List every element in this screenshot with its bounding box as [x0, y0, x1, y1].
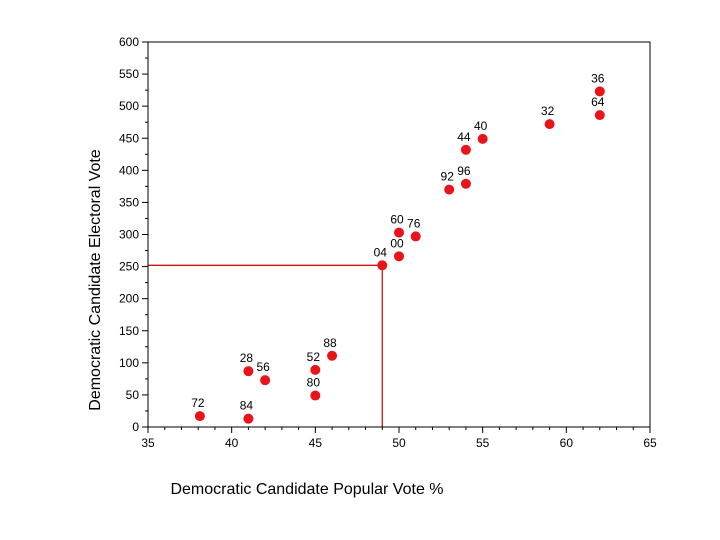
- x-tick-label: 50: [392, 436, 406, 450]
- point-label: 52: [307, 350, 321, 364]
- y-tick-label: 50: [126, 388, 140, 402]
- y-tick-label: 150: [119, 324, 139, 338]
- point-label: 72: [191, 396, 205, 410]
- data-point: [310, 364, 321, 375]
- x-tick-label: 35: [141, 436, 155, 450]
- x-tick-label: 55: [476, 436, 490, 450]
- x-tick-label: 60: [560, 436, 574, 450]
- data-point: [477, 133, 488, 144]
- y-tick-label: 200: [119, 292, 139, 306]
- y-axis-title: Democratic Candidate Electoral Vote: [87, 149, 104, 411]
- y-tick-label: 100: [119, 356, 139, 370]
- x-tick-label: 45: [309, 436, 323, 450]
- data-point: [594, 110, 605, 121]
- x-tick-label: 65: [643, 436, 657, 450]
- point-label: 32: [541, 104, 555, 118]
- point-label: 44: [457, 130, 471, 144]
- data-point: [460, 178, 471, 189]
- data-point: [394, 227, 404, 238]
- data-point: [460, 144, 471, 155]
- data-point: [310, 390, 321, 401]
- point-label: 76: [407, 216, 421, 230]
- point-label: 64: [591, 95, 605, 109]
- point-label: 56: [256, 360, 270, 374]
- data-point: [243, 413, 254, 424]
- x-tick-label: 40: [225, 436, 239, 450]
- data-point: [327, 350, 338, 361]
- point-label: 92: [441, 170, 455, 184]
- data-point: [544, 119, 555, 130]
- point-label: 88: [323, 336, 337, 350]
- y-tick-label: 250: [119, 260, 139, 274]
- data-point: [377, 260, 388, 271]
- y-tick-label: 300: [119, 228, 139, 242]
- point-label: 60: [390, 213, 404, 227]
- y-tick-label: 350: [119, 195, 139, 209]
- y-tick-label: 450: [119, 131, 139, 145]
- x-axis-title: Democratic Candidate Popular Vote %: [170, 481, 443, 498]
- point-label: 28: [240, 351, 254, 365]
- y-tick-label: 600: [119, 35, 139, 49]
- y-tick-label: 400: [119, 163, 139, 177]
- data-point: [394, 251, 404, 262]
- data-point: [260, 375, 271, 386]
- data-point: [194, 411, 205, 422]
- data-point: [444, 184, 455, 195]
- point-label: 04: [374, 245, 388, 259]
- tick-layer: 35 40 45 50 55 60 6505010015020025030035040045…: [119, 35, 657, 450]
- data-point: [410, 231, 421, 242]
- plot-frame: [147, 41, 651, 428]
- data-point: [243, 366, 254, 377]
- point-label: 96: [457, 164, 471, 178]
- y-tick-label: 550: [119, 67, 139, 81]
- reference-lines: [148, 264, 383, 427]
- point-label: 40: [474, 119, 488, 133]
- y-tick-label: 0: [132, 420, 139, 434]
- point-label: 36: [591, 71, 605, 85]
- point-label: 00: [390, 236, 404, 250]
- y-tick-label: 500: [119, 99, 139, 113]
- point-label: 80: [307, 376, 321, 390]
- data-point: [594, 86, 605, 97]
- point-label: 84: [240, 399, 254, 413]
